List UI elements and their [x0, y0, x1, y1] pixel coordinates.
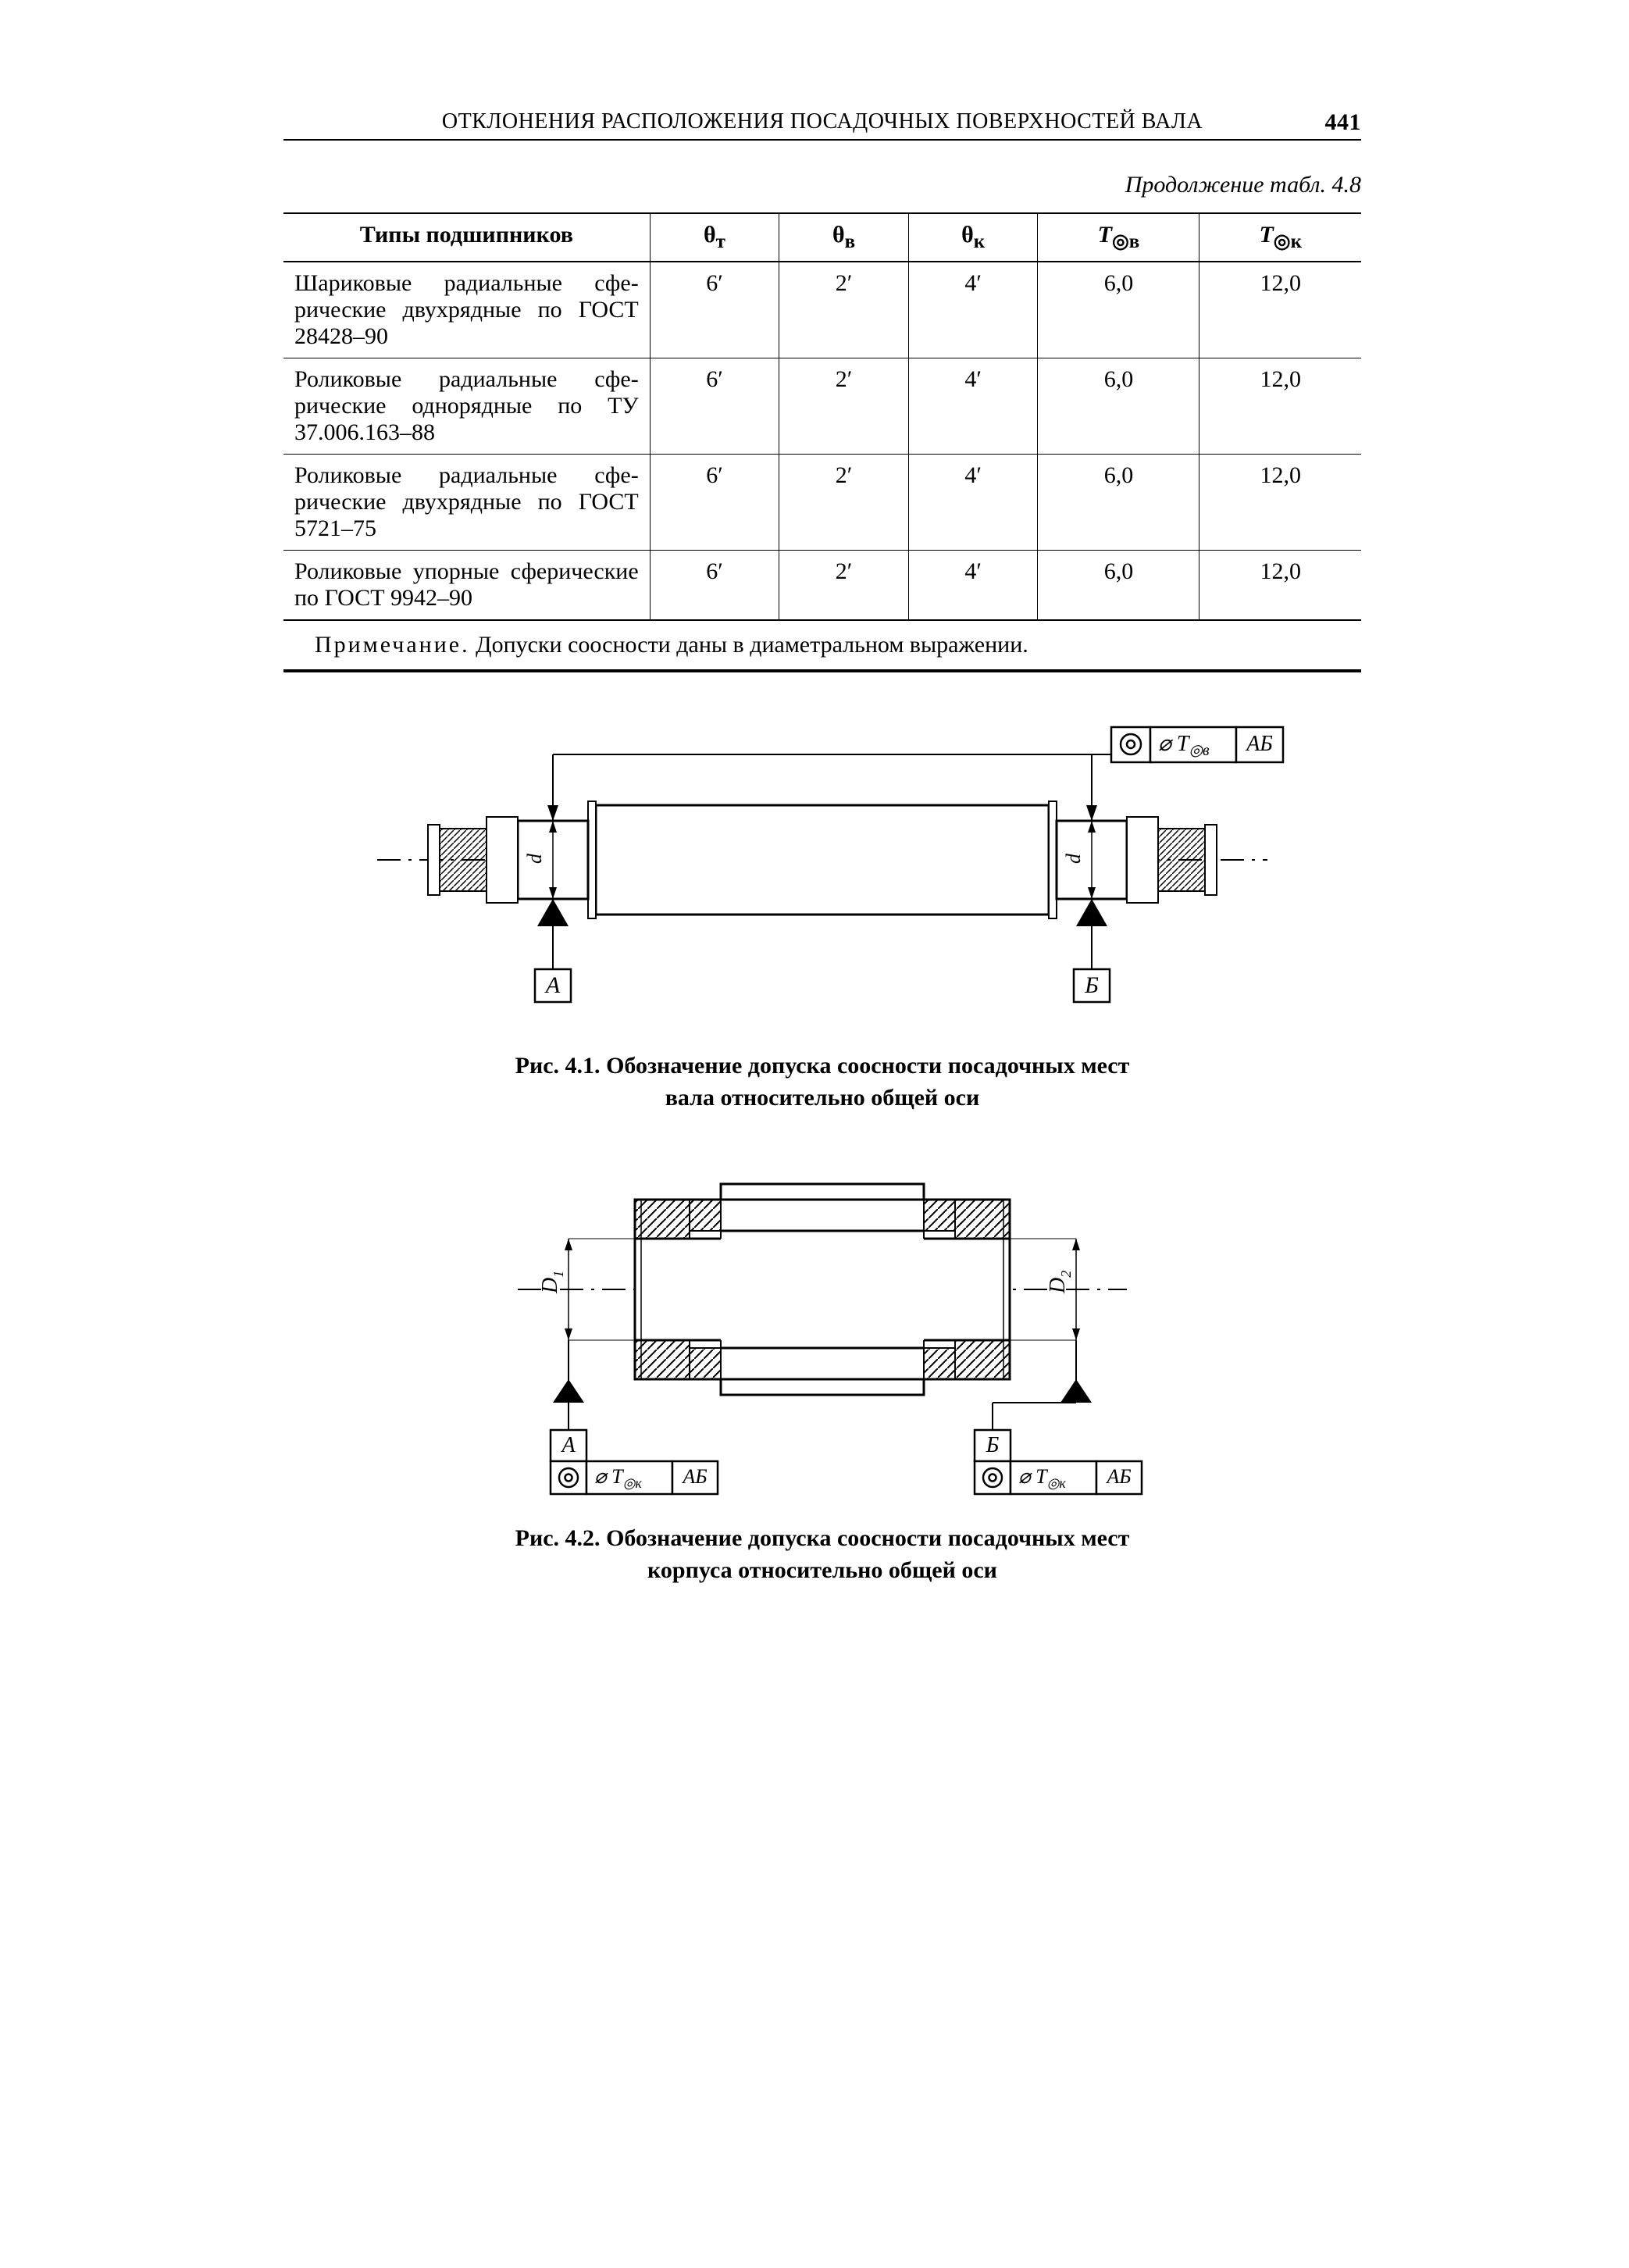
table-note: Примечание. Допуски соосности даны в диа… [283, 621, 1361, 672]
fcf-datum-ref: АБ [1245, 732, 1273, 756]
cell: Роликовые упорные сфе­рические по ГОСТ 9… [283, 551, 650, 621]
dim-d2-label: D [1046, 1278, 1070, 1294]
running-header: ОТКЛОНЕНИЯ РАСПОЛОЖЕНИЯ ПОСАДОЧНЫХ ПОВЕР… [283, 109, 1361, 141]
cell: Роликовые радиальные сфе­рические двухря… [283, 455, 650, 551]
table-header-row: Типы подшипников θт θв θк T◎в T◎к [283, 213, 1361, 262]
dim-d1-label: D [538, 1278, 562, 1294]
running-title: ОТКЛОНЕНИЯ РАСПОЛОЖЕНИЯ ПОСАДОЧНЫХ ПОВЕР… [442, 109, 1203, 134]
cell: 12,0 [1199, 551, 1361, 621]
page-number: 441 [1325, 109, 1362, 136]
cell: 6′ [650, 551, 779, 621]
fig-title-1: Обозначение допуска соосности посадочных… [606, 1053, 1129, 1079]
figure-4-2: D1 D2 А ⌀ T◎к [283, 1153, 1361, 1586]
cell: 12,0 [1199, 455, 1361, 551]
fig-number: Рис. 4.1. [515, 1053, 601, 1079]
cell: 4′ [908, 551, 1038, 621]
figure-caption: Рис. 4.2. Обозначение допуска соосности … [283, 1523, 1361, 1586]
col-header: Типы подшипников [283, 213, 650, 262]
feature-control-frame-right: ⌀ T◎к АБ [975, 1461, 1142, 1494]
dim-d-label: d [1062, 853, 1085, 864]
svg-text:D1: D1 [538, 1271, 566, 1294]
cell: 12,0 [1199, 262, 1361, 358]
cell: 6,0 [1038, 358, 1199, 455]
datum-a-label: А [560, 1433, 576, 1457]
table-row: Шариковые радиальные сфе­рические двухря… [283, 262, 1361, 358]
dim-d2-sub: 2 [1058, 1271, 1074, 1278]
shaft-drawing: d d А Б [354, 711, 1291, 1040]
cell: 2′ [779, 262, 909, 358]
cell: 2′ [779, 455, 909, 551]
table-continuation: Продолжение табл. 4.8 [283, 172, 1361, 198]
cell: 4′ [908, 358, 1038, 455]
col-header: T◎к [1199, 213, 1361, 262]
housing-drawing: D1 D2 А ⌀ T◎к [432, 1153, 1213, 1512]
table-row: Роликовые упорные сфе­рические по ГОСТ 9… [283, 551, 1361, 621]
fig-number: Рис. 4.2. [515, 1525, 601, 1551]
feature-control-frame: ⌀ T◎в АБ [1111, 727, 1283, 762]
fcf-tol-label: ⌀ T [1158, 732, 1191, 756]
cell: Шариковые радиальные сфе­рические двухря… [283, 262, 650, 358]
cell: 6,0 [1038, 455, 1199, 551]
col-header: θк [908, 213, 1038, 262]
col-header: θв [779, 213, 909, 262]
dim-d-label: d [523, 853, 546, 864]
cell: Роликовые радиальные сфе­рические одноря… [283, 358, 650, 455]
fig-title-2: корпуса относительно общей оси [647, 1557, 997, 1583]
dim-d1-sub: 1 [551, 1271, 566, 1278]
bearings-table: Типы подшипников θт θв θк T◎в T◎к Шарико… [283, 212, 1361, 621]
fcf-tol-label: ⌀ T [1018, 1465, 1048, 1488]
fcf-datum-ref: АБ [1105, 1465, 1131, 1488]
cell: 2′ [779, 551, 909, 621]
cell: 6′ [650, 455, 779, 551]
fcf-tol-sub: ◎к [1047, 1475, 1067, 1491]
cell: 6,0 [1038, 551, 1199, 621]
col-header: T◎в [1038, 213, 1199, 262]
datum-b-label: Б [1084, 972, 1099, 998]
cell: 6′ [650, 262, 779, 358]
fig-title-1: Обозначение допуска соосности посадочных… [606, 1525, 1129, 1551]
table-row: Роликовые радиальные сфе­рические двухря… [283, 455, 1361, 551]
fcf-tol-sub: ◎к [623, 1475, 643, 1491]
cell: 6′ [650, 358, 779, 455]
note-text: Допуски соосности даны в диаметральном в… [476, 632, 1028, 658]
table-row: Роликовые радиальные сфе­рические одноря… [283, 358, 1361, 455]
note-label: Примечание. [315, 632, 470, 658]
figure-4-1: d d А Б [283, 711, 1361, 1114]
fcf-tol-sub: ◎в [1189, 742, 1209, 759]
datum-a-label: А [544, 972, 561, 998]
datum-b-label: Б [986, 1433, 1000, 1457]
cell: 12,0 [1199, 358, 1361, 455]
fig-title-2: вала относительно общей оси [665, 1085, 980, 1111]
cell: 4′ [908, 455, 1038, 551]
fcf-datum-ref: АБ [681, 1465, 707, 1488]
table-body: Шариковые радиальные сфе­рические двухря… [283, 262, 1361, 620]
svg-text:D2: D2 [1046, 1271, 1074, 1294]
cell: 4′ [908, 262, 1038, 358]
col-header: θт [650, 213, 779, 262]
feature-control-frame-left: ⌀ T◎к АБ [551, 1461, 718, 1494]
cell: 6,0 [1038, 262, 1199, 358]
fcf-tol-label: ⌀ T [594, 1465, 624, 1488]
figure-caption: Рис. 4.1. Обозначение допуска соосности … [283, 1050, 1361, 1114]
cell: 2′ [779, 358, 909, 455]
